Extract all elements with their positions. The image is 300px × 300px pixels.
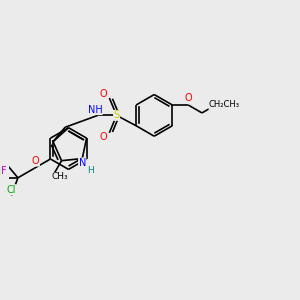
Text: O: O xyxy=(32,156,40,166)
Text: F: F xyxy=(0,167,5,177)
Text: CH₃: CH₃ xyxy=(51,172,68,182)
Text: S: S xyxy=(113,110,120,120)
Text: NH: NH xyxy=(88,105,102,115)
Text: O: O xyxy=(100,89,107,99)
Text: H: H xyxy=(88,166,94,175)
Text: Cl: Cl xyxy=(7,185,16,195)
Text: CH₂CH₃: CH₂CH₃ xyxy=(209,100,240,109)
Text: F: F xyxy=(1,167,6,176)
Text: O: O xyxy=(100,132,107,142)
Text: N: N xyxy=(79,158,86,168)
Text: O: O xyxy=(184,93,192,103)
